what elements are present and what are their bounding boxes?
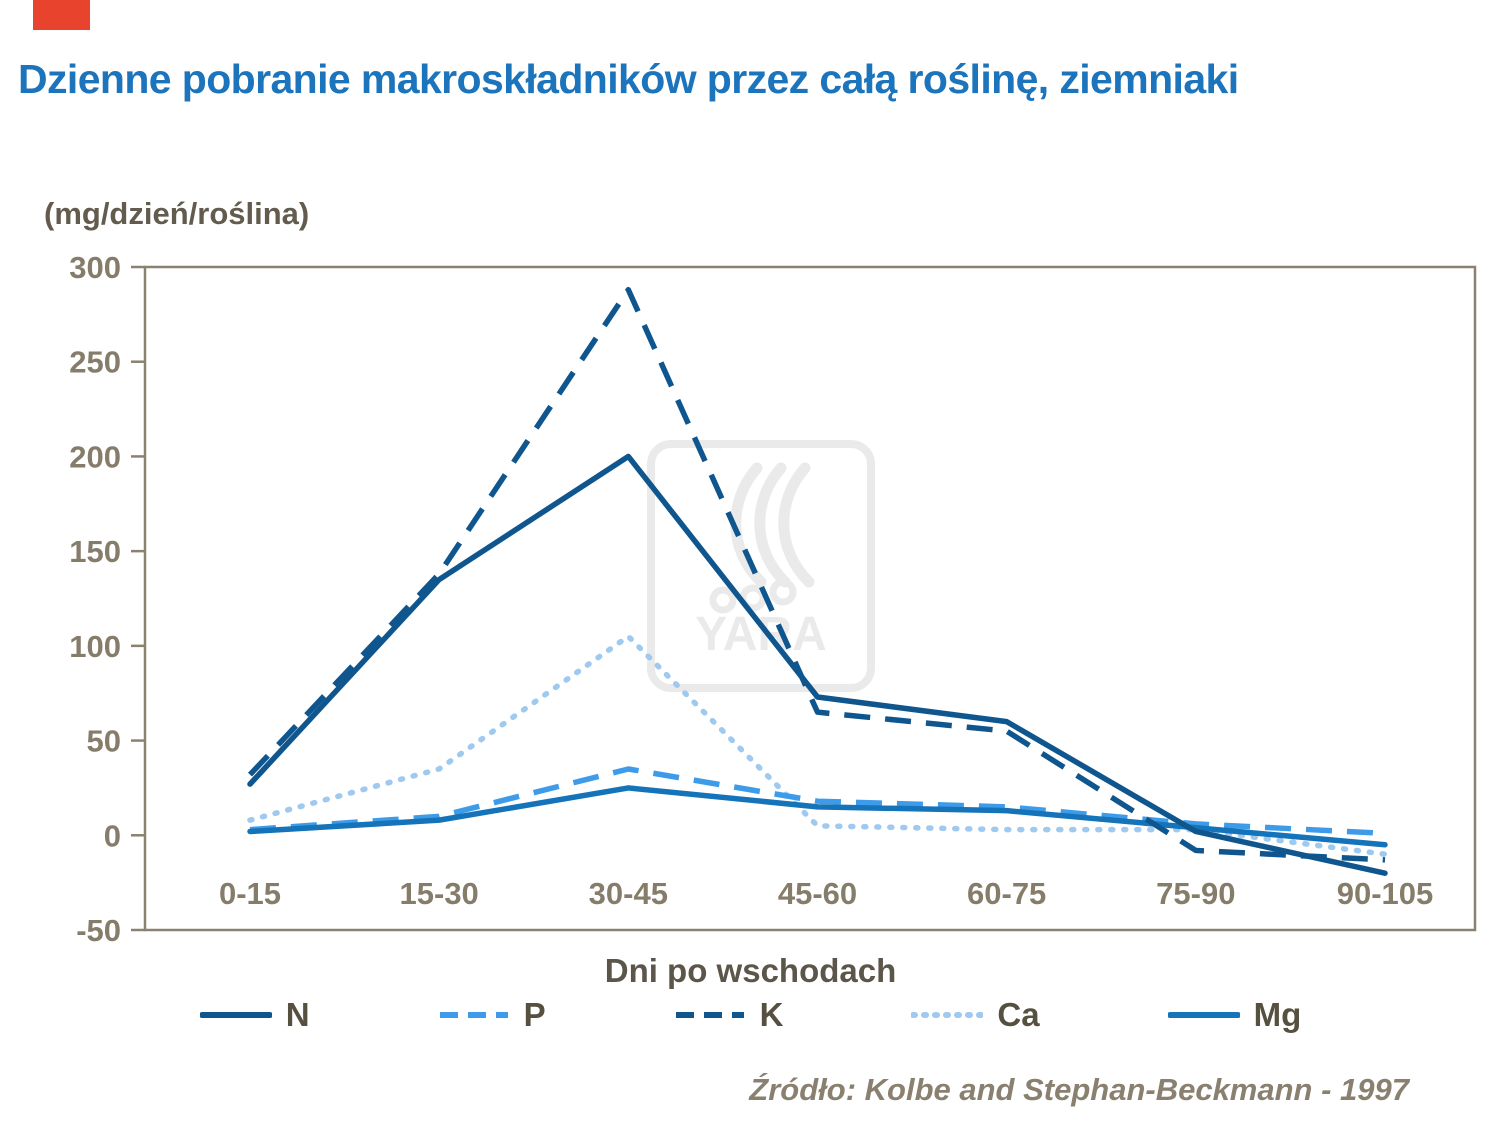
y-tick-label: 50 bbox=[87, 724, 121, 759]
y-tick-label: 0 bbox=[104, 818, 121, 853]
legend-item-n: N bbox=[199, 996, 310, 1034]
y-axis-unit-label: (mg/dzień/roślina) bbox=[44, 196, 310, 231]
watermark-dot-1 bbox=[709, 586, 737, 614]
legend-item-p: P bbox=[438, 996, 546, 1034]
x-axis-title: Dni po wschodach bbox=[604, 952, 897, 989]
legend-label-n: N bbox=[285, 996, 310, 1033]
brand-rect bbox=[33, 0, 90, 30]
y-tick-label: 300 bbox=[69, 250, 121, 285]
legend-line-k bbox=[675, 1012, 744, 1018]
x-category-label: 30-45 bbox=[589, 876, 668, 911]
series-line-n bbox=[247, 453, 1388, 876]
watermark-horn-3 bbox=[778, 462, 815, 588]
series-line-mg bbox=[247, 785, 1388, 848]
source-citation: Źródło: Kolbe and Stephan-Beckmann - 199… bbox=[749, 1072, 1409, 1107]
x-category-label: 75-90 bbox=[1156, 876, 1235, 911]
legend-label-ca: Ca bbox=[997, 996, 1040, 1033]
legend-line-n bbox=[199, 1012, 272, 1018]
legend-label-k: K bbox=[759, 996, 784, 1033]
legend-item-mg: Mg bbox=[1167, 996, 1302, 1034]
series-line-k bbox=[247, 286, 1386, 863]
legend-line-p bbox=[439, 1012, 508, 1018]
page-title: Dzienne pobranie makroskładników przez c… bbox=[18, 56, 1239, 102]
series-line-ca bbox=[247, 633, 1388, 857]
x-category-label: 60-75 bbox=[967, 876, 1046, 911]
y-tick-label: -50 bbox=[76, 913, 121, 948]
legend-label-p: P bbox=[523, 996, 546, 1033]
watermark-dot-3 bbox=[769, 578, 797, 606]
legend-line-ca bbox=[911, 1012, 984, 1018]
legend-label-mg: Mg bbox=[1253, 996, 1302, 1033]
x-category-label: 15-30 bbox=[400, 876, 479, 911]
chart-area: 300 250 200 150 100 50 0 -50 0-15 15-30 30-45 45-60… bbox=[0, 240, 1501, 960]
x-category-label: 90-105 bbox=[1337, 876, 1434, 911]
y-tick-label: 250 bbox=[69, 345, 121, 380]
y-tick-label: 150 bbox=[69, 534, 121, 569]
legend-item-ca: Ca bbox=[911, 996, 1040, 1034]
y-tick-label: 200 bbox=[69, 439, 121, 474]
legend-item-k: K bbox=[674, 996, 784, 1034]
brand-mark bbox=[33, 0, 90, 30]
watermark-text: YARA bbox=[695, 608, 827, 661]
legend-line-mg bbox=[1167, 1012, 1240, 1018]
line-chart: 300 250 200 150 100 50 0 -50 0-15 15-30 30-45 45-60… bbox=[69, 250, 1477, 948]
x-category-label: 0-15 bbox=[219, 876, 281, 911]
x-category-label: 45-60 bbox=[778, 876, 857, 911]
chart-legend: N P K Ca Mg bbox=[0, 996, 1501, 1034]
plot-border bbox=[143, 265, 1477, 932]
y-tick-label: 100 bbox=[69, 629, 121, 664]
watermark-horn-2 bbox=[754, 462, 791, 588]
series-line-p bbox=[249, 766, 1386, 837]
watermark-frame bbox=[647, 440, 875, 692]
